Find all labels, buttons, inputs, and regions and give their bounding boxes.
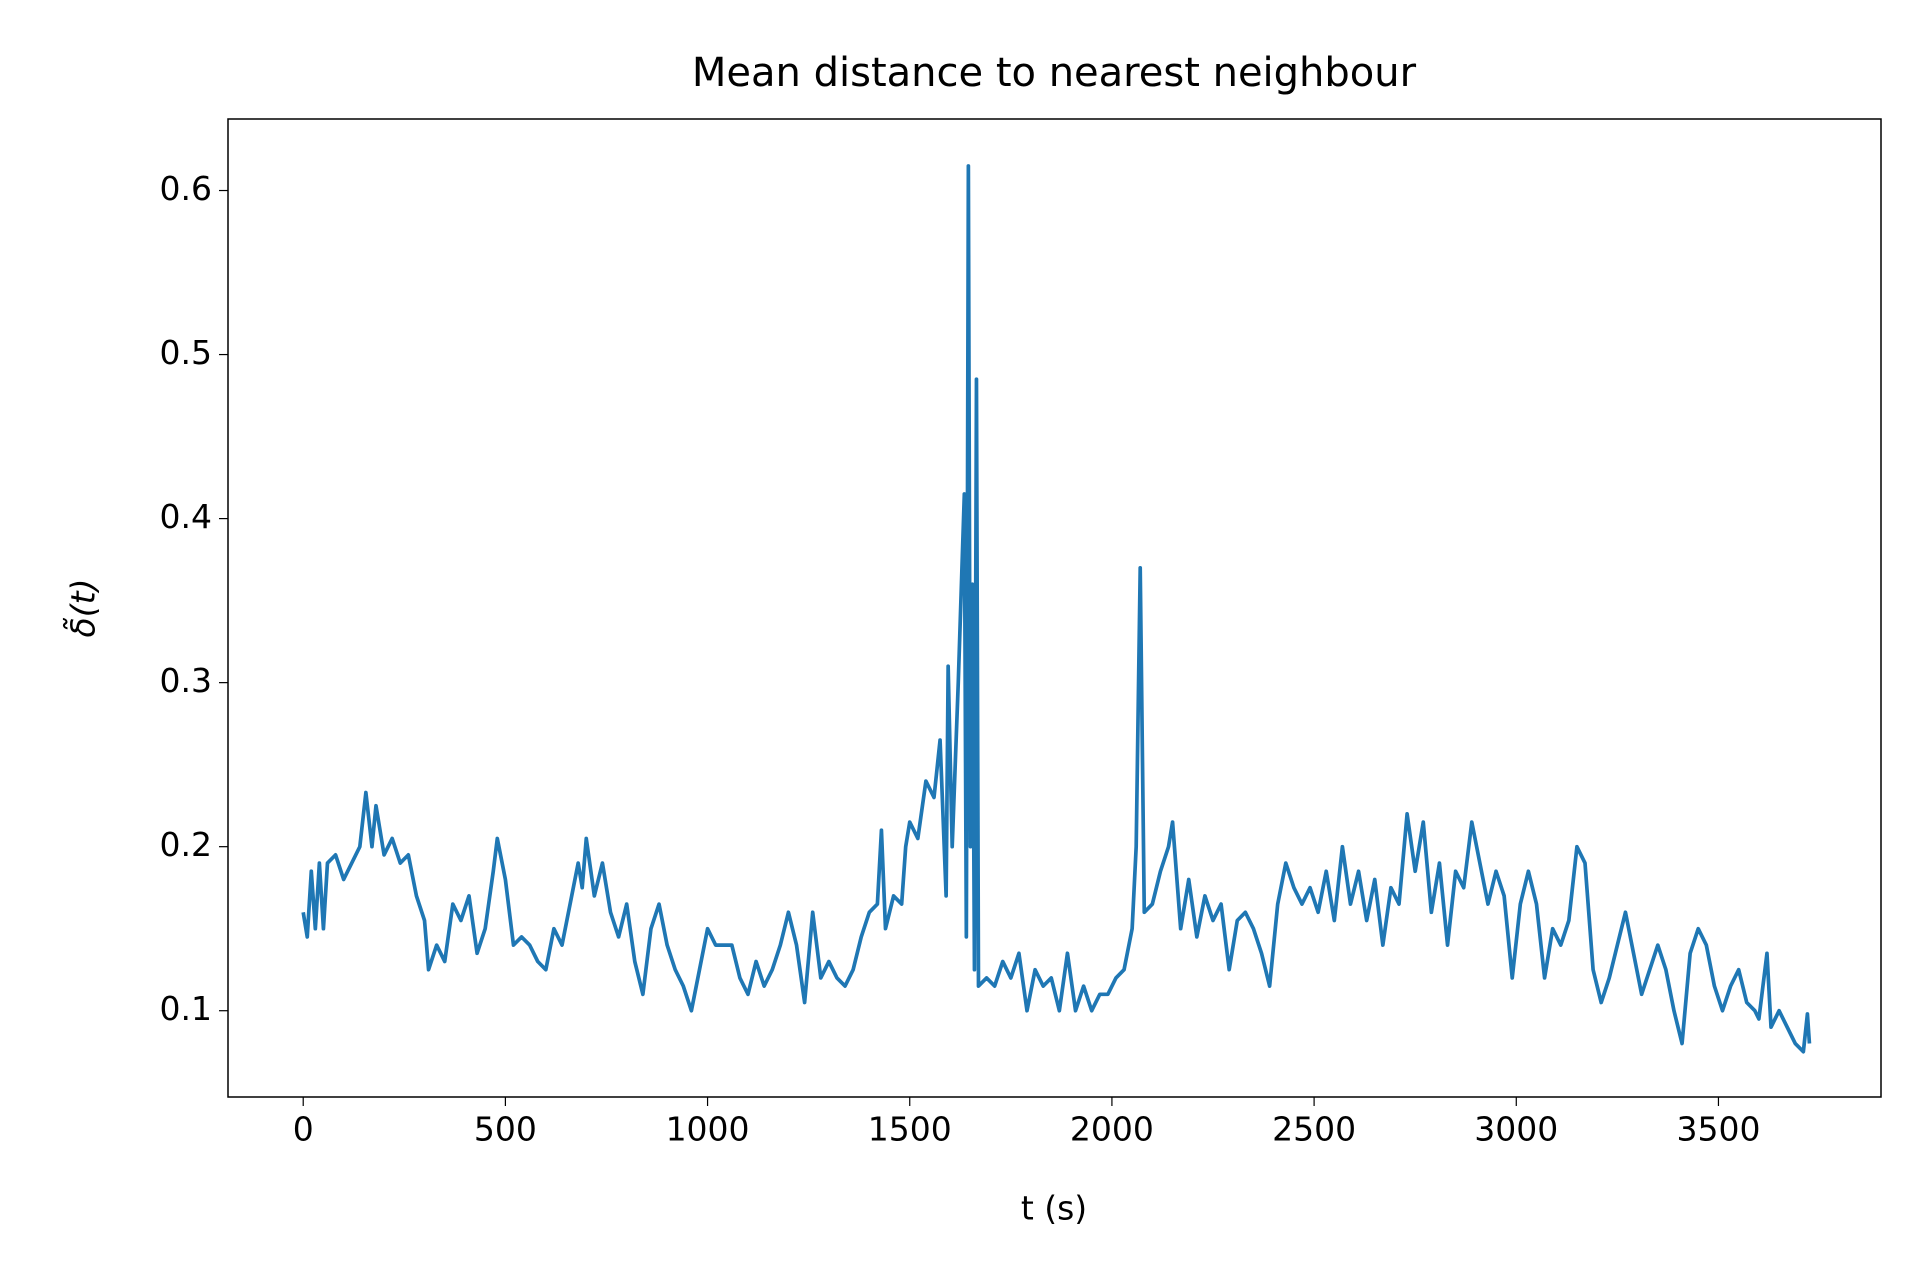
y-tick-label: 0.1 <box>160 989 212 1028</box>
x-tick-label: 1500 <box>868 1110 952 1149</box>
y-tick-label: 0.5 <box>160 333 212 372</box>
y-tick-label: 0.2 <box>160 825 212 864</box>
data-line <box>301 164 1812 1054</box>
x-axis-label: t (s) <box>1021 1189 1087 1228</box>
x-tick-label: 500 <box>474 1110 537 1149</box>
x-tick-label: 1000 <box>666 1110 750 1149</box>
y-tick-label: 0.4 <box>160 497 212 536</box>
chart-title: Mean distance to nearest neighbour <box>692 50 1417 96</box>
x-tick-label: 2000 <box>1070 1110 1154 1149</box>
x-tick-label: 0 <box>293 1110 314 1149</box>
x-tick-label: 2500 <box>1272 1110 1356 1149</box>
plot-frame <box>227 118 1882 1098</box>
y-tick-label: 0.3 <box>160 661 212 700</box>
y-tick-label: 0.6 <box>160 169 212 208</box>
x-tick-label: 3000 <box>1474 1110 1558 1149</box>
x-tick-label: 3500 <box>1676 1110 1760 1149</box>
y-axis-label: δ̃(t) <box>61 579 102 638</box>
